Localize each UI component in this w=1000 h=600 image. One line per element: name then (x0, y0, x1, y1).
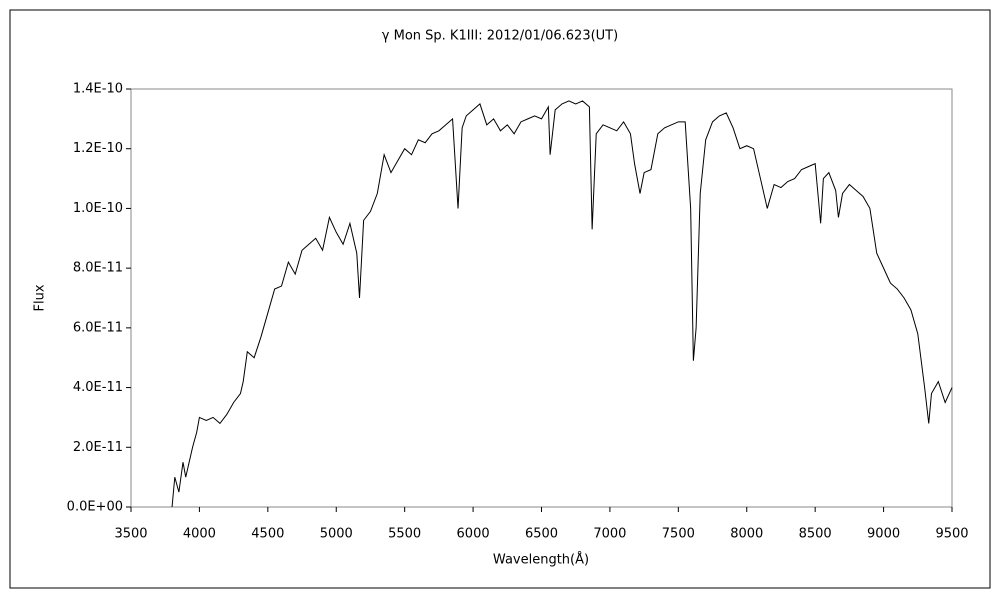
x-tick-label: 9500 (935, 527, 968, 542)
chart-title: γ Mon Sp. K1III: 2012/01/06.623(UT) (382, 29, 618, 44)
x-tick-label: 6000 (457, 527, 490, 542)
x-tick-label: 8500 (799, 527, 832, 542)
x-tick-label: 8000 (730, 527, 763, 542)
x-tick-label: 5000 (320, 527, 353, 542)
y-tick-label: 6.0E-11 (73, 320, 123, 335)
y-tick-label: 2.0E-11 (73, 440, 123, 455)
x-tick-label: 5500 (388, 527, 421, 542)
y-tick-label: 1.2E-10 (73, 141, 123, 156)
x-axis-label: Wavelength(Å) (493, 552, 589, 568)
x-tick-label: 3500 (114, 527, 147, 542)
spectrum-line (171, 100, 953, 508)
y-tick-label: 1.4E-10 (73, 82, 123, 97)
y-tick-label: 8.0E-11 (73, 261, 123, 276)
x-tick-label: 6500 (525, 527, 558, 542)
x-tick-label: 4000 (183, 527, 216, 542)
chart-frame (9, 9, 991, 589)
x-tick-label: 9000 (867, 527, 900, 542)
x-tick-label: 7000 (593, 527, 626, 542)
y-axis-label: Flux (33, 284, 48, 311)
y-tick-label: 4.0E-11 (73, 380, 123, 395)
x-tick-label: 4500 (251, 527, 284, 542)
y-tick-label: 0.0E+00 (67, 500, 123, 515)
x-tick-label: 7500 (662, 527, 695, 542)
y-tick-label: 1.0E-10 (73, 201, 123, 216)
